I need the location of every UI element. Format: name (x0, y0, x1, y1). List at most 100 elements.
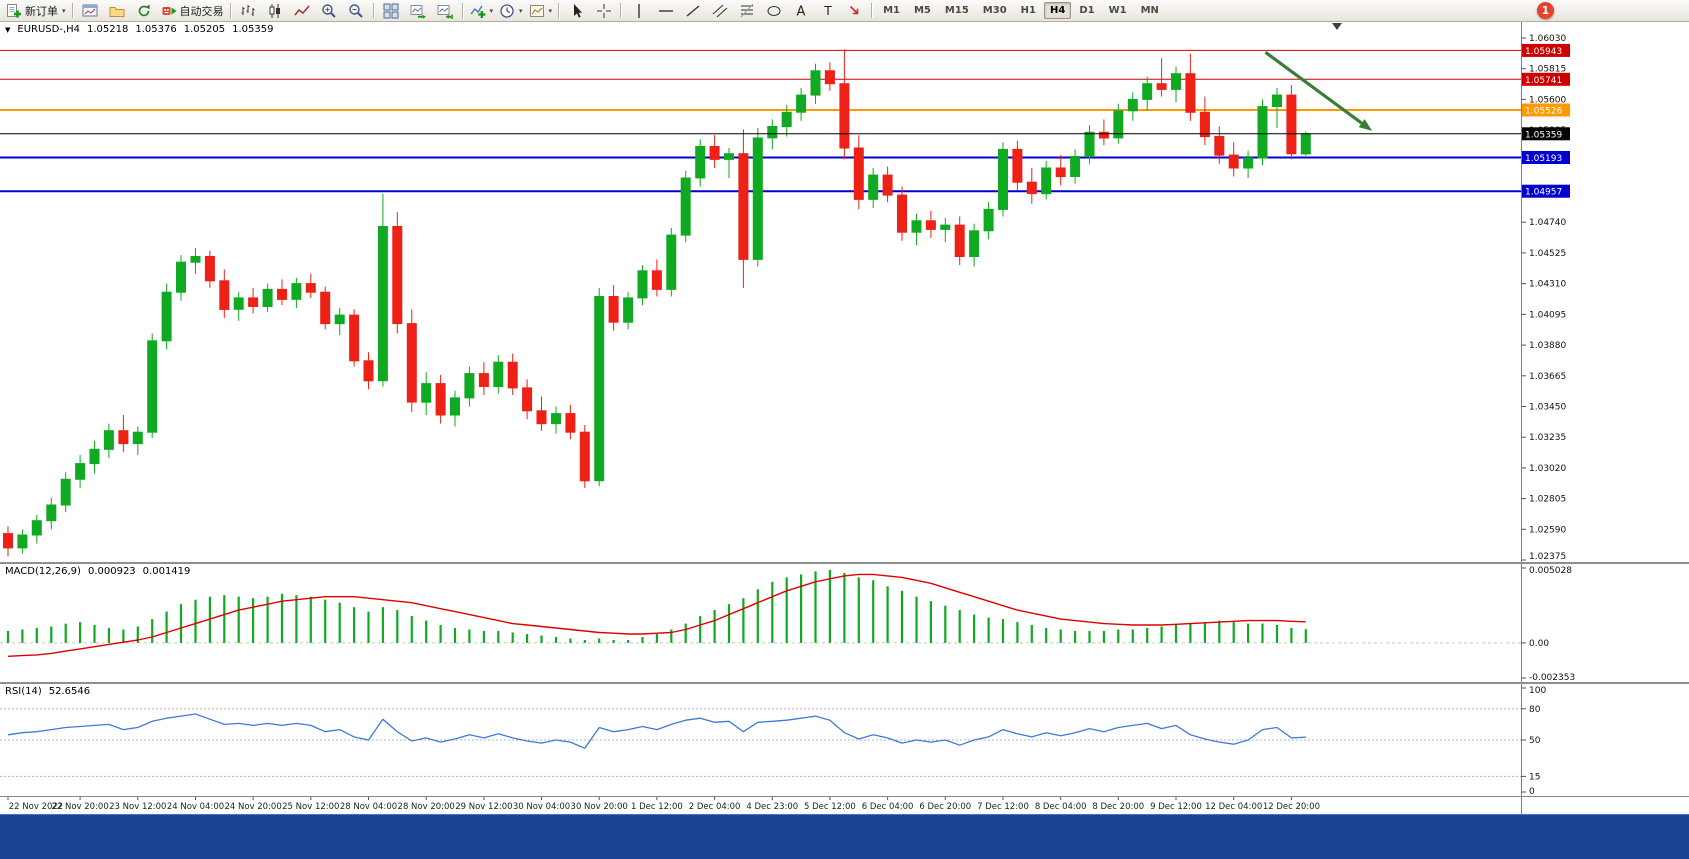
timeframe-M15[interactable]: M15 (944, 5, 969, 16)
candle-body (349, 314, 360, 362)
candle-body (1214, 136, 1225, 156)
price-badge (1522, 72, 1570, 86)
tile-windows-button[interactable] (378, 0, 405, 21)
candle-body (435, 383, 446, 416)
zoom-out-button[interactable] (343, 0, 370, 21)
toolbar-separator (372, 3, 375, 18)
candle-body (406, 323, 417, 403)
rsi-axis-label: 100 (1529, 686, 1546, 696)
crosshair-icon (596, 3, 612, 19)
vertical-line-tool-button[interactable] (625, 0, 652, 21)
profiles-button[interactable] (104, 0, 131, 21)
macd-canvas[interactable]: 0.005028 0.00 -0.002353 (0, 564, 1689, 682)
time-tick-label: 6 Dec 20:00 (919, 802, 971, 812)
time-tick-label: 6 Dec 04:00 (862, 802, 914, 812)
chart-shift-button[interactable] (432, 0, 459, 21)
label-tool-button[interactable]: T (814, 0, 841, 21)
timeframe-D1[interactable]: D1 (1079, 5, 1095, 16)
price-tick-label: 1.03235 (1529, 433, 1566, 443)
cursor-tool-button[interactable] (563, 0, 590, 21)
price-badge-label: 1.04957 (1525, 188, 1562, 198)
autotrading-label: 自动交易 (179, 4, 224, 18)
autotrading-button[interactable]: 自动交易 (158, 0, 227, 21)
timeframe-W1[interactable]: W1 (1108, 5, 1127, 16)
candle-body (320, 291, 331, 325)
time-tick-label: 12 Dec 04:00 (1205, 802, 1262, 812)
toolbar-separator (620, 3, 623, 18)
new-order-label: 新订单 (25, 4, 58, 18)
timeframe-M5[interactable]: M5 (913, 5, 931, 16)
rsi-canvas[interactable]: 100 80 50 15 0 (0, 684, 1689, 796)
caret-down-icon: ▾ (62, 6, 66, 15)
trend-arrow-annotation[interactable] (1264, 50, 1363, 125)
tile-windows-icon (383, 3, 399, 19)
timeframe-M1[interactable]: M1 (883, 5, 900, 16)
timeframe-H4[interactable]: H4 (1043, 2, 1072, 19)
shapes-tool-button[interactable] (760, 0, 787, 21)
rsi-axis-label: 15 (1529, 772, 1540, 782)
chart-shift-marker-icon[interactable] (1332, 23, 1342, 30)
time-tick-label: 2 Dec 04:00 (689, 802, 741, 812)
symbol-period-label: EURUSD-,H4 (17, 24, 81, 35)
rsi-pane[interactable]: 100 80 50 15 0 RSI(14) 52.6546 (0, 684, 1689, 796)
auto-scroll-button[interactable] (405, 0, 432, 21)
crosshair-tool-button[interactable] (590, 0, 617, 21)
channel-tool-button[interactable] (706, 0, 733, 21)
indicators-button[interactable]: ▾ (467, 0, 497, 21)
trendline-tool-button[interactable] (679, 0, 706, 21)
candle-body (190, 256, 201, 263)
new-order-button[interactable]: 新订单 ▾ (3, 0, 69, 21)
toolbar-separator (558, 3, 561, 18)
text-tool-button[interactable]: A (787, 0, 814, 21)
candle-chart-mode-button[interactable] (262, 0, 289, 21)
price-pane[interactable]: 1.060301.058151.056001.053851.051701.049… (0, 22, 1689, 562)
candle-body (1084, 131, 1095, 158)
candle-body (1199, 111, 1210, 138)
candle-body (46, 504, 57, 522)
arrows-tool-button[interactable] (841, 0, 868, 21)
pane-splitter[interactable] (0, 682, 1689, 684)
macd-signal-line (7, 573, 1306, 657)
templates-button[interactable]: ▾ (526, 0, 556, 21)
time-tick-label: 12 Dec 20:00 (1263, 802, 1320, 812)
new-chart-button[interactable] (77, 0, 104, 21)
rsi-axis-label: 50 (1529, 736, 1541, 746)
timeframe-H1[interactable]: H1 (1020, 5, 1036, 16)
hline-icon (658, 3, 674, 19)
fibonacci-tool-button[interactable] (733, 0, 760, 21)
candle-body (882, 174, 893, 196)
periods-button[interactable]: ▾ (496, 0, 526, 21)
period-clock-icon (499, 3, 515, 19)
macd-label: MACD(12,26,9) (5, 566, 81, 577)
price-badge (1522, 184, 1570, 198)
candle-body (262, 288, 273, 307)
trend-arrow-head (1358, 119, 1373, 131)
time-tick-label: 22 Nov 20:00 (51, 802, 108, 812)
zoom-in-button[interactable] (316, 0, 343, 21)
symbol-caret-icon[interactable]: ▼ (5, 25, 11, 34)
candle-body (1012, 148, 1023, 183)
chart-window-icon (82, 3, 98, 19)
notification-badge[interactable]: 1 (1537, 2, 1554, 19)
horizontal-line-tool-button[interactable] (652, 0, 679, 21)
price-badge (1522, 43, 1570, 57)
bar-chart-mode-button[interactable] (235, 0, 262, 21)
line-chart-mode-button[interactable] (289, 0, 316, 21)
refresh-button[interactable] (131, 0, 158, 21)
price-chart-canvas[interactable]: 1.060301.058151.056001.053851.051701.049… (0, 22, 1689, 562)
toolbar: 新订单 ▾ 自动交易 ▾ ▾ ▾ A T M1 M5 M15 M30 H1 H4 D1 W1 MN (0, 0, 1689, 22)
time-tick-label: 30 Nov 20:00 (571, 802, 628, 812)
price-badge (1522, 103, 1570, 117)
time-tick-label: 22 Nov 2022 (9, 802, 63, 812)
timeframe-MN[interactable]: MN (1140, 5, 1159, 16)
pane-splitter[interactable] (0, 562, 1689, 564)
macd-pane[interactable]: 0.005028 0.00 -0.002353 MACD(12,26,9) 0.00… (0, 564, 1689, 682)
candle-body (161, 291, 172, 342)
macd-title: MACD(12,26,9) 0.000923 0.001419 (5, 566, 190, 577)
candle-body (291, 283, 302, 300)
timeframe-M30[interactable]: M30 (982, 5, 1007, 16)
candle-body (334, 314, 345, 325)
candlesticks (3, 49, 1311, 557)
candle-body (233, 297, 244, 310)
